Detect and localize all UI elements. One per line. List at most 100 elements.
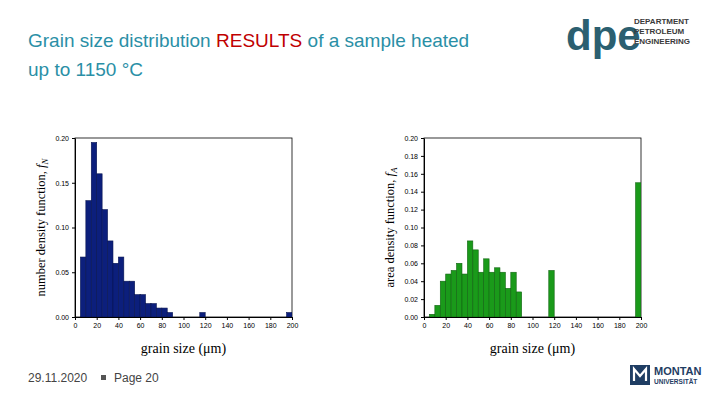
tick: 120 [200, 317, 212, 329]
histogram-bar [243, 317, 248, 318]
histogram-bar [194, 317, 199, 318]
tick-mark [421, 245, 424, 246]
y-axis-title-part: area density function, [383, 176, 397, 287]
x-axis-title: grain size (μm) [490, 341, 576, 357]
tick-mark [489, 317, 490, 320]
histogram-bar [533, 317, 538, 318]
logo-square [630, 365, 650, 385]
histogram-bar [167, 313, 172, 317]
histogram-bar [221, 317, 226, 318]
tick: 140 [222, 317, 234, 329]
tick-label: 180 [614, 322, 626, 329]
tick-label: 200 [636, 322, 648, 329]
tick: 120 [549, 317, 561, 329]
tick-label: 0.00 [404, 314, 418, 321]
histogram-bar [565, 317, 570, 318]
histogram-bar [156, 308, 161, 317]
x-axis: 020406080100120140160180200 [74, 317, 299, 329]
tick: 0.14 [404, 188, 424, 195]
tick-mark [72, 183, 75, 184]
tick-label: 0 [423, 322, 427, 329]
tick: 200 [287, 317, 299, 329]
department-logo-line: ENGINEERING [634, 37, 690, 46]
tick-label: 0.10 [55, 224, 69, 231]
tick: 0 [74, 317, 78, 329]
histogram-bar [108, 241, 113, 317]
tick-label: 0 [74, 322, 78, 329]
tick-mark [72, 317, 75, 318]
x-axis: 020406080100120140160180200 [423, 317, 648, 329]
tick: 20 [93, 317, 101, 329]
histogram-bar [146, 304, 151, 317]
tick-label: 0.08 [404, 242, 418, 249]
histogram-bar [516, 292, 521, 317]
histogram-bar [619, 317, 624, 318]
university-logo-line: MONTAN [654, 365, 702, 377]
histogram-bar [184, 317, 189, 318]
histogram-bar [135, 295, 140, 317]
tick-label: 160 [243, 322, 255, 329]
tick-mark [249, 317, 250, 320]
histogram-bar [446, 274, 451, 317]
tick-mark [421, 192, 424, 193]
tick-label: 200 [287, 322, 299, 329]
tick-label: 0.20 [55, 135, 69, 142]
histogram-bar [636, 183, 641, 317]
tick: 160 [243, 317, 255, 329]
tick: 20 [442, 317, 450, 329]
tick-label: 80 [507, 322, 515, 329]
histogram-bar [587, 317, 592, 318]
tick-mark [598, 317, 599, 320]
tick-mark [205, 317, 206, 320]
tick: 0 [423, 317, 427, 329]
tick-label: 0.20 [404, 135, 418, 142]
tick-mark [421, 210, 424, 211]
tick-mark [184, 317, 185, 320]
department-logo-abbr: dpe [566, 12, 641, 59]
histogram-bar [478, 272, 483, 317]
tick: 0.12 [404, 206, 424, 213]
tick-label: 0.10 [404, 224, 418, 231]
histogram-bar [457, 263, 462, 317]
tick: 160 [592, 317, 604, 329]
tick-mark [467, 317, 468, 320]
tick-label: 0.00 [55, 314, 69, 321]
histogram-bar [549, 270, 554, 317]
tick: 0.04 [404, 278, 424, 285]
tick-mark [292, 317, 293, 320]
y-axis-title-part: number density function, [34, 168, 48, 296]
tick: 0.10 [404, 224, 424, 231]
tick-label: 0.16 [404, 171, 418, 178]
tick: 0.18 [404, 153, 424, 160]
tick-label: 100 [527, 322, 539, 329]
tick-mark [72, 272, 75, 273]
histogram-bar [189, 317, 194, 318]
tick-label: 120 [200, 322, 212, 329]
y-axis: 0.000.050.100.150.20 [55, 135, 75, 321]
tick-mark [118, 317, 119, 320]
tick: 0.20 [404, 135, 424, 142]
tick-mark [421, 317, 424, 318]
tick-mark [270, 317, 271, 320]
histogram-bar [97, 174, 102, 317]
histogram-bar [576, 317, 581, 318]
tick: 60 [486, 317, 494, 329]
tick-mark [72, 138, 75, 139]
tick-label: 20 [93, 322, 101, 329]
logo-glyph [634, 369, 646, 381]
footer-separator [101, 375, 106, 380]
bars [80, 142, 292, 317]
histogram-bar [124, 281, 129, 317]
tick-label: 0.14 [404, 188, 418, 195]
tick-label: 0.12 [404, 206, 418, 213]
slide-title-line: up to 1150 °C [28, 59, 143, 80]
histogram-bar [118, 257, 123, 317]
chart: 0204060801001201401601802000.000.020.040… [383, 135, 647, 357]
tick-label: 60 [137, 322, 145, 329]
histogram-bar [211, 317, 216, 318]
histogram-bar [560, 317, 565, 318]
histogram-bar [151, 304, 156, 317]
tick-mark [97, 317, 98, 320]
tick-mark [421, 281, 424, 282]
tick-label: 100 [178, 322, 190, 329]
